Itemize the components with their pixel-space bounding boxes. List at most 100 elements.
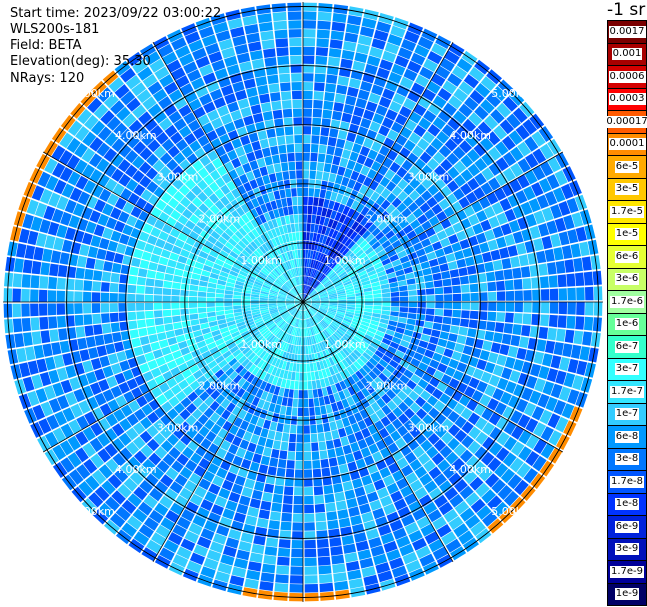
range-gate — [153, 419, 166, 432]
range-gate — [420, 390, 431, 401]
range-gate — [378, 524, 392, 536]
range-gate — [314, 334, 319, 344]
range-gate — [218, 221, 228, 232]
range-gate — [241, 299, 251, 302]
range-gate — [260, 328, 269, 335]
range-gate — [153, 295, 162, 302]
range-gate — [145, 473, 159, 487]
range-gate — [233, 374, 242, 384]
range-gate — [281, 198, 288, 208]
range-gate — [376, 67, 390, 80]
range-gate — [343, 378, 352, 388]
range-gate — [431, 329, 441, 338]
range-gate — [388, 374, 399, 384]
range-gate — [290, 290, 297, 297]
range-gate — [449, 269, 460, 278]
range-gate — [97, 87, 113, 103]
range-gate — [288, 362, 294, 372]
range-gate — [330, 466, 340, 476]
range-gate — [160, 517, 176, 531]
range-gate — [354, 224, 364, 234]
range-gate — [211, 455, 223, 467]
range-gate — [479, 302, 488, 311]
range-gate — [209, 249, 219, 258]
range-gate — [581, 256, 592, 271]
range-gate — [389, 161, 401, 173]
range-gate — [170, 384, 182, 395]
range-gate — [531, 131, 546, 147]
range-gate — [275, 476, 285, 486]
range-gate — [342, 278, 351, 284]
range-gate — [303, 299, 311, 302]
range-gate — [517, 174, 530, 189]
range-gate — [185, 374, 196, 385]
range-gate — [213, 21, 229, 34]
range-gate — [338, 271, 347, 278]
range-gate — [374, 420, 385, 431]
range-gate — [171, 289, 181, 296]
range-gate — [295, 152, 303, 161]
range-gate — [99, 188, 112, 202]
range-gate — [279, 321, 287, 329]
range-gate — [397, 390, 408, 401]
range-gate — [279, 309, 288, 314]
range-gate — [256, 322, 265, 329]
range-gate — [405, 272, 415, 280]
range-gate — [181, 226, 192, 236]
range-gate — [355, 213, 365, 224]
range-gate — [306, 232, 310, 241]
range-gate — [303, 294, 306, 302]
range-gate — [392, 406, 403, 418]
range-gate — [294, 336, 298, 345]
range-gate — [372, 285, 381, 291]
range-gate — [104, 178, 118, 192]
range-gate — [178, 104, 192, 117]
range-gate — [368, 370, 378, 380]
range-gate — [183, 352, 193, 362]
range-gate — [103, 333, 114, 345]
range-gate — [31, 260, 42, 275]
range-gate — [335, 221, 343, 231]
range-gate — [326, 327, 334, 335]
range-gate — [350, 363, 359, 373]
range-gate — [203, 101, 216, 114]
range-gate — [186, 403, 197, 414]
range-gate — [145, 310, 154, 319]
range-gate — [367, 250, 377, 259]
range-gate — [344, 489, 356, 500]
range-gate — [235, 352, 244, 361]
range-gate — [224, 93, 237, 105]
range-gate — [186, 560, 202, 574]
range-gate — [174, 328, 184, 337]
range-gate — [333, 318, 342, 324]
range-gate — [445, 451, 459, 465]
range-gate — [278, 539, 291, 549]
range-gate — [129, 329, 139, 339]
range-gate — [312, 389, 319, 398]
range-gate — [441, 531, 457, 546]
range-gate — [340, 258, 349, 267]
range-gate — [403, 329, 414, 337]
range-gate — [241, 305, 251, 309]
range-gate — [338, 233, 346, 243]
range-gate — [425, 366, 437, 376]
range-gate — [244, 318, 254, 324]
range-gate — [161, 346, 172, 356]
range-gate — [323, 280, 331, 287]
range-gate — [150, 341, 161, 351]
range-gate — [444, 226, 456, 237]
range-gate — [109, 513, 126, 528]
range-gate — [294, 381, 299, 390]
range-gate — [304, 310, 308, 319]
range-gate — [188, 230, 199, 241]
range-gate — [290, 223, 296, 233]
range-gate — [562, 343, 573, 358]
range-gate — [263, 483, 274, 494]
range-gate — [511, 425, 525, 440]
range-gate — [475, 329, 486, 340]
ring-label: 2.00km — [199, 212, 241, 225]
range-gate — [510, 163, 524, 178]
range-gate — [550, 383, 563, 399]
range-gate — [331, 230, 339, 239]
range-gate — [147, 411, 159, 424]
